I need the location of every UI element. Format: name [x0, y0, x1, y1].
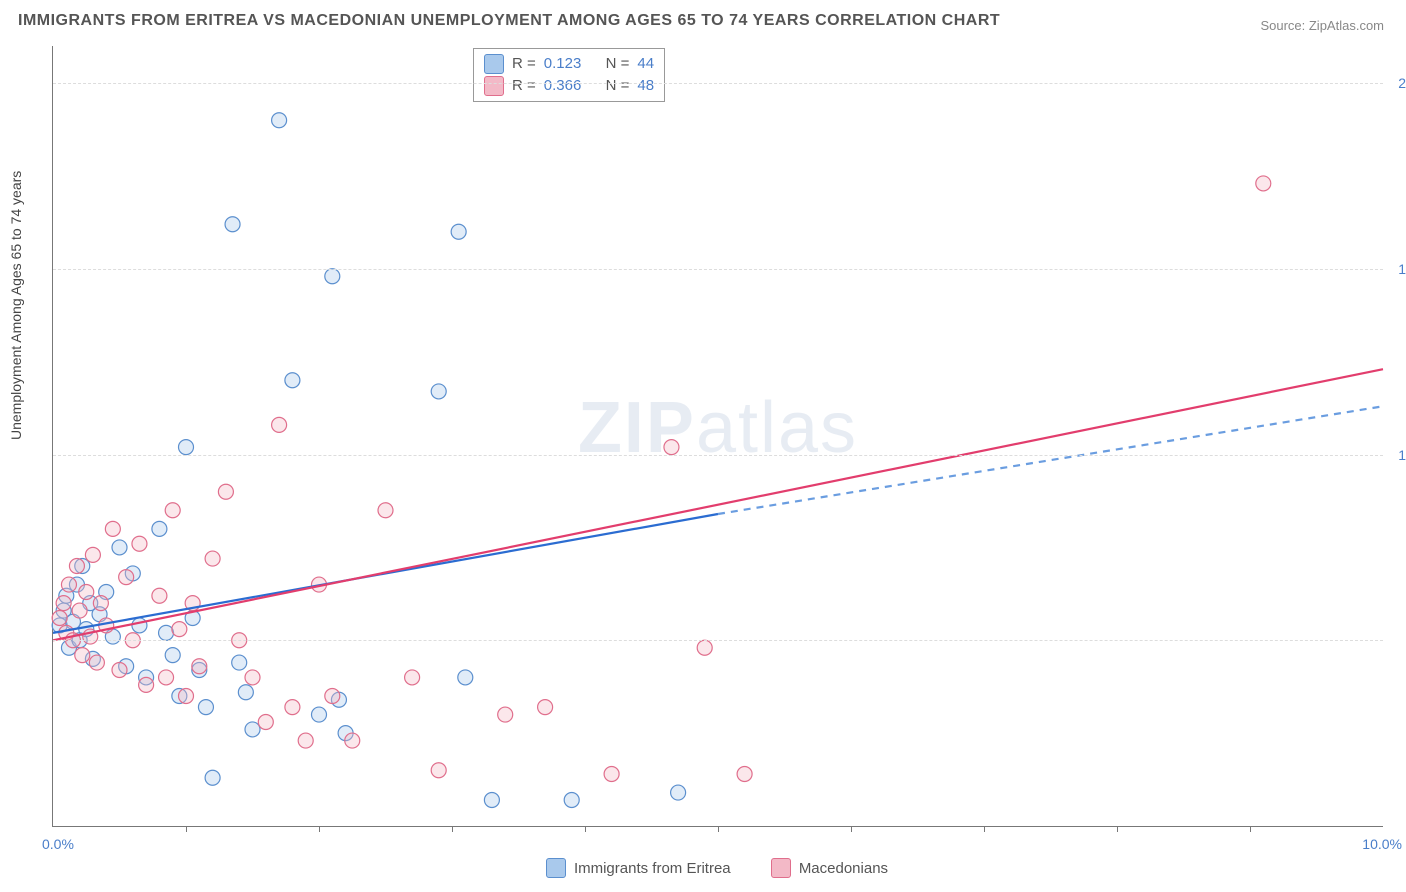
data-point-eritrea — [458, 670, 473, 685]
plot-area: ZIPatlas R = 0.123 N = 44 R = 0.366 N = … — [52, 46, 1383, 827]
data-point-macedonians — [192, 659, 207, 674]
data-point-macedonians — [52, 611, 67, 626]
data-point-macedonians — [378, 503, 393, 518]
data-point-eritrea — [159, 625, 174, 640]
gridline — [53, 269, 1383, 270]
legend-item-eritrea: Immigrants from Eritrea — [546, 858, 731, 878]
data-point-macedonians — [258, 715, 273, 730]
data-point-eritrea — [272, 113, 287, 128]
trend-line — [53, 369, 1383, 640]
data-point-macedonians — [79, 585, 94, 600]
x-tick-left: 0.0% — [42, 836, 74, 852]
data-point-eritrea — [245, 722, 260, 737]
data-point-macedonians — [1256, 176, 1271, 191]
data-point-macedonians — [119, 570, 134, 585]
x-tick-right: 10.0% — [1362, 836, 1402, 852]
x-tick — [1250, 826, 1251, 832]
data-point-macedonians — [285, 700, 300, 715]
data-point-macedonians — [72, 603, 87, 618]
data-point-macedonians — [69, 559, 84, 574]
swatch-macedonians-icon — [771, 858, 791, 878]
data-point-macedonians — [345, 733, 360, 748]
legend-item-macedonians: Macedonians — [771, 858, 888, 878]
data-point-eritrea — [152, 521, 167, 536]
data-point-macedonians — [112, 663, 127, 678]
gridline — [53, 455, 1383, 456]
data-point-macedonians — [697, 640, 712, 655]
data-point-macedonians — [85, 547, 100, 562]
data-point-eritrea — [112, 540, 127, 555]
data-point-macedonians — [205, 551, 220, 566]
data-point-eritrea — [232, 655, 247, 670]
source-attribution: Source: ZipAtlas.com — [1260, 18, 1384, 33]
data-point-eritrea — [205, 770, 220, 785]
data-point-eritrea — [484, 793, 499, 808]
gridline — [53, 83, 1383, 84]
data-point-macedonians — [56, 596, 71, 611]
data-point-eritrea — [671, 785, 686, 800]
data-point-macedonians — [132, 536, 147, 551]
data-point-macedonians — [139, 677, 154, 692]
data-point-macedonians — [405, 670, 420, 685]
x-tick — [452, 826, 453, 832]
y-axis-label: Unemployment Among Ages 65 to 74 years — [8, 171, 24, 440]
legend-label-eritrea: Immigrants from Eritrea — [574, 860, 731, 877]
data-point-eritrea — [165, 648, 180, 663]
x-tick — [718, 826, 719, 832]
y-tick-label: 20.0% — [1398, 75, 1406, 91]
data-point-macedonians — [89, 655, 104, 670]
data-point-macedonians — [325, 689, 340, 704]
x-tick — [851, 826, 852, 832]
data-point-eritrea — [238, 685, 253, 700]
data-point-eritrea — [325, 269, 340, 284]
x-tick — [585, 826, 586, 832]
data-point-macedonians — [75, 648, 90, 663]
trend-line — [718, 406, 1383, 514]
data-point-macedonians — [218, 484, 233, 499]
data-point-eritrea — [451, 224, 466, 239]
x-tick — [984, 826, 985, 832]
data-point-macedonians — [152, 588, 167, 603]
data-point-eritrea — [198, 700, 213, 715]
y-tick-label: 15.0% — [1398, 261, 1406, 277]
data-point-macedonians — [737, 767, 752, 782]
legend-label-macedonians: Macedonians — [799, 860, 888, 877]
data-point-eritrea — [285, 373, 300, 388]
gridline — [53, 640, 1383, 641]
data-point-macedonians — [272, 417, 287, 432]
data-point-macedonians — [298, 733, 313, 748]
scatter-svg — [53, 46, 1383, 826]
data-point-macedonians — [431, 763, 446, 778]
data-point-macedonians — [498, 707, 513, 722]
data-point-macedonians — [61, 577, 76, 592]
data-point-eritrea — [132, 618, 147, 633]
data-point-macedonians — [604, 767, 619, 782]
chart-title: IMMIGRANTS FROM ERITREA VS MACEDONIAN UN… — [18, 12, 1000, 30]
data-point-eritrea — [564, 793, 579, 808]
data-point-macedonians — [179, 689, 194, 704]
data-point-macedonians — [538, 700, 553, 715]
data-point-macedonians — [105, 521, 120, 536]
x-tick — [319, 826, 320, 832]
y-tick-label: 10.0% — [1398, 447, 1406, 463]
data-point-macedonians — [159, 670, 174, 685]
data-point-eritrea — [312, 707, 327, 722]
series-legend: Immigrants from Eritrea Macedonians — [52, 858, 1382, 882]
data-point-macedonians — [245, 670, 260, 685]
data-point-macedonians — [172, 622, 187, 637]
data-point-eritrea — [431, 384, 446, 399]
data-point-eritrea — [225, 217, 240, 232]
x-tick — [186, 826, 187, 832]
data-point-macedonians — [664, 440, 679, 455]
data-point-macedonians — [93, 596, 108, 611]
swatch-eritrea-icon — [546, 858, 566, 878]
x-tick — [1117, 826, 1118, 832]
data-point-macedonians — [165, 503, 180, 518]
data-point-eritrea — [179, 440, 194, 455]
